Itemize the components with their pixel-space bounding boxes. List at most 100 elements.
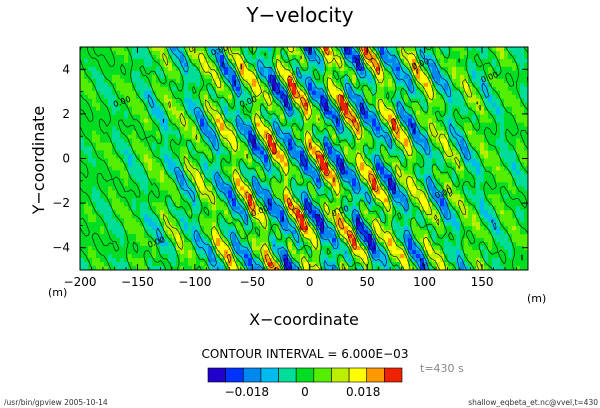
contour-cell (228, 114, 233, 120)
contour-cell (476, 74, 481, 80)
contour-cell (240, 146, 245, 151)
contour-cell (384, 118, 389, 124)
contour-cell (112, 206, 117, 211)
contour-cell (360, 106, 365, 112)
contour-cell (316, 198, 321, 203)
contour-cell (292, 74, 297, 80)
contour-cell (440, 202, 445, 207)
contour-cell (340, 202, 345, 207)
contour-cell (180, 218, 185, 223)
contour-cell (340, 134, 345, 139)
contour-cell (220, 138, 225, 143)
contour-cell (436, 134, 441, 139)
contour-cell (300, 162, 305, 167)
contour-cell (128, 58, 133, 64)
contour-cell (400, 110, 405, 116)
contour-cell (440, 186, 445, 191)
contour-cell (228, 106, 233, 112)
contour-cell (152, 162, 157, 167)
contour-cell (88, 114, 93, 120)
contour-cell (228, 170, 233, 175)
contour-cell (436, 58, 441, 64)
contour-cell (248, 166, 253, 171)
contour-cell (232, 146, 237, 151)
contour-cell (416, 210, 421, 215)
contour-cell (352, 82, 357, 88)
contour-cell (204, 190, 209, 195)
contour-cell (276, 47, 281, 52)
contour-cell (348, 86, 353, 92)
contour-cell (412, 122, 417, 127)
contour-cell (444, 182, 449, 187)
contour-cell (236, 146, 241, 151)
contour-cell (164, 178, 169, 183)
contour-cell (448, 62, 453, 68)
contour-cell (252, 98, 257, 104)
contour-cell (256, 82, 261, 88)
contour-cell (504, 47, 509, 52)
contour-cell (468, 58, 473, 64)
contour-cell (288, 70, 293, 76)
contour-cell (96, 158, 101, 163)
contour-cell (460, 218, 465, 223)
contour-cell (320, 134, 325, 139)
contour-cell (436, 78, 441, 84)
contour-cell (520, 130, 525, 135)
contour-cell (480, 90, 485, 96)
contour-cell (388, 102, 393, 108)
contour-cell (156, 102, 161, 108)
contour-cell (412, 58, 417, 64)
contour-cell (388, 178, 393, 183)
contour-cell (448, 50, 453, 56)
contour-cell (96, 134, 101, 139)
contour-cell (136, 206, 141, 211)
contour-cell (412, 206, 417, 211)
contour-cell (320, 178, 325, 183)
contour-cell (96, 47, 101, 52)
contour-cell (428, 218, 433, 223)
contour-cell (468, 54, 473, 60)
contour-cell (204, 166, 209, 171)
contour-cell (156, 154, 161, 159)
contour-cell (384, 150, 389, 155)
contour-cell (248, 214, 253, 219)
contour-cell (332, 47, 337, 52)
contour-cell (372, 202, 377, 207)
contour-cell (252, 47, 257, 52)
contour-cell (120, 78, 125, 84)
contour-cell (224, 222, 229, 227)
contour-cell (400, 178, 405, 183)
contour-cell (268, 218, 273, 223)
contour-cell (148, 98, 153, 104)
contour-cell (244, 146, 249, 151)
contour-cell (288, 210, 293, 215)
contour-cell (240, 130, 245, 135)
contour-cell (160, 210, 165, 215)
contour-cell (156, 54, 161, 60)
contour-cell (400, 70, 405, 76)
contour-cell (160, 146, 165, 151)
contour-cell (220, 182, 225, 187)
contour-cell (428, 202, 433, 207)
contour-cell (344, 142, 349, 147)
contour-cell (244, 102, 249, 108)
contour-cell (300, 158, 305, 163)
contour-cell (364, 218, 369, 223)
contour-cell (172, 222, 177, 227)
contour-cell (440, 130, 445, 135)
contour-cell (264, 98, 269, 104)
contour-cell (92, 90, 97, 96)
contour-cell (376, 198, 381, 203)
contour-cell (316, 118, 321, 124)
contour-cell (168, 146, 173, 151)
contour-cell (420, 218, 425, 223)
contour-cell (416, 47, 421, 52)
contour-cell (316, 182, 321, 187)
contour-cell (388, 158, 393, 163)
contour-cell (96, 154, 101, 159)
contour-cell (112, 190, 117, 195)
contour-cell (244, 158, 249, 163)
contour-cell (200, 90, 205, 96)
contour-cell (240, 110, 245, 116)
contour-cell (340, 178, 345, 183)
